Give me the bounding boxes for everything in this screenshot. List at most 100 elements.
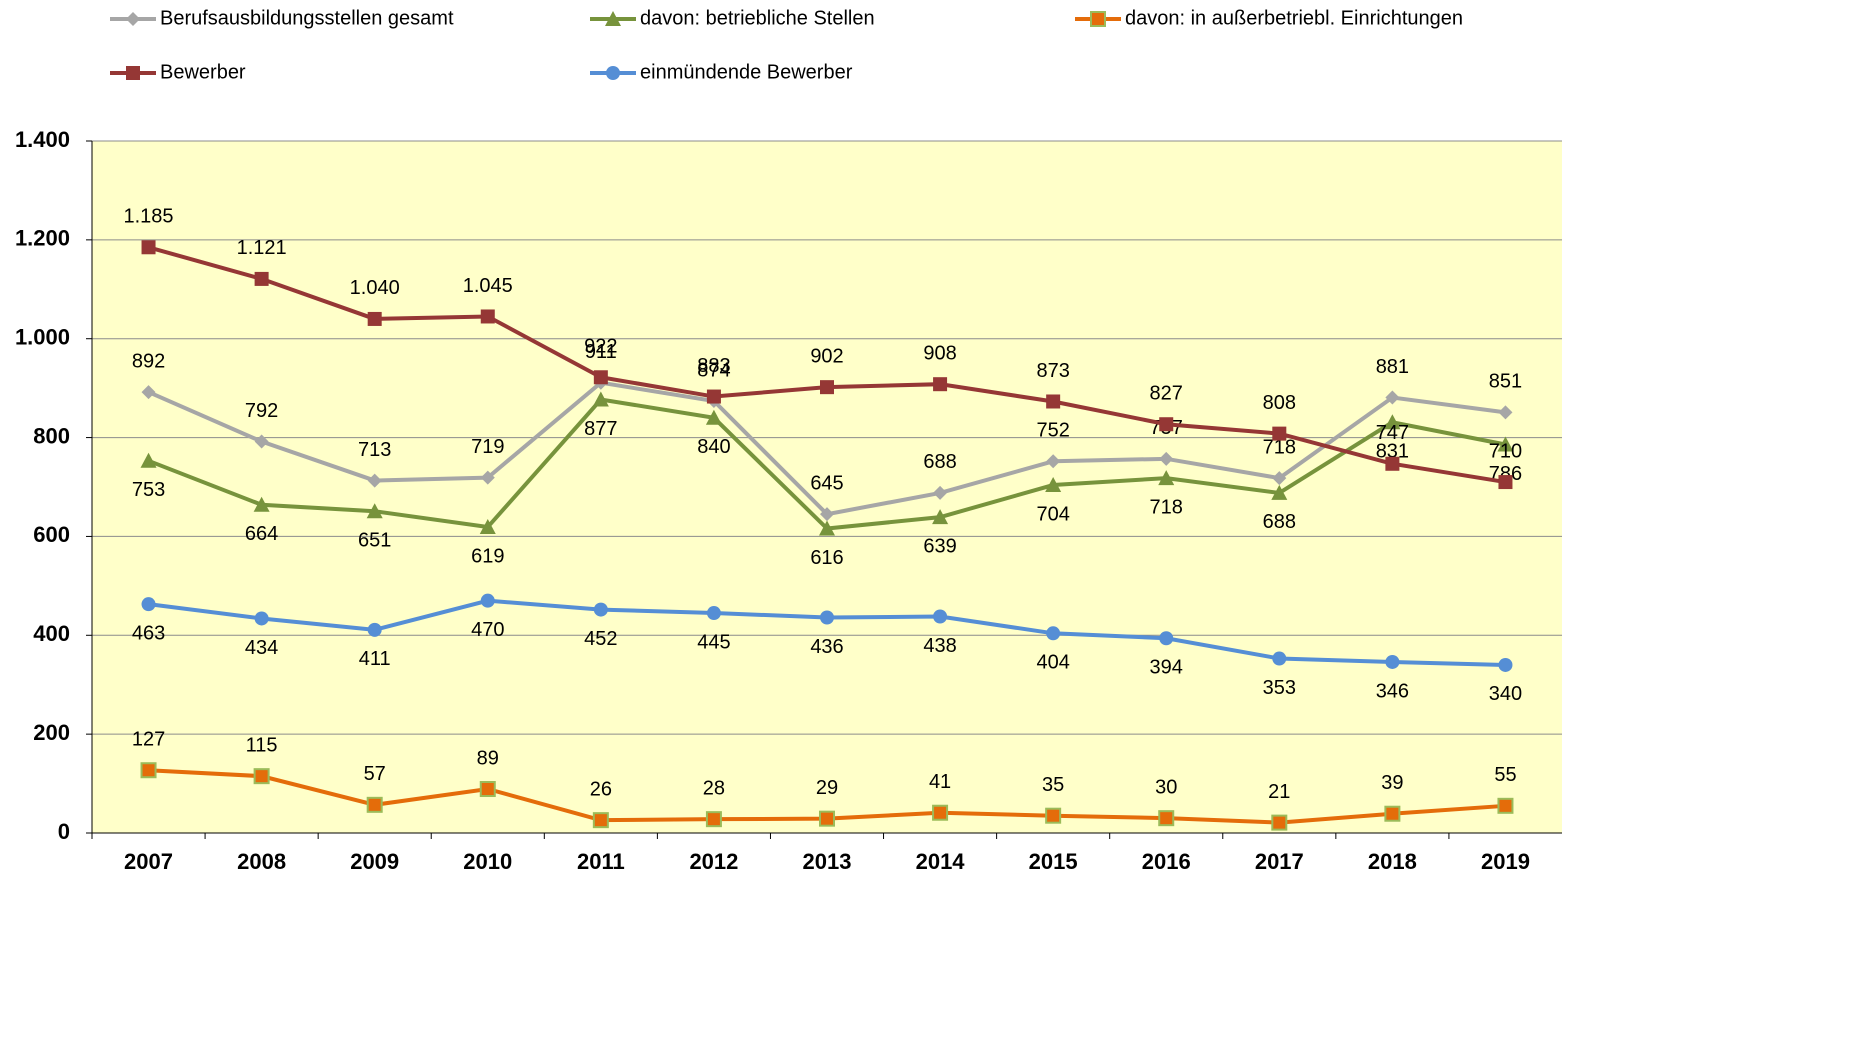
data-point [1158,810,1175,827]
data-point [366,796,383,813]
y-tick-label: 400 [33,621,70,646]
data-label: 639 [923,535,956,557]
x-tick-label: 2011 [577,849,625,874]
plot-area [92,141,1562,833]
data-label: 57 [364,763,386,785]
data-label: 55 [1494,764,1516,786]
legend-marker [126,12,140,26]
data-point [1384,805,1401,822]
data-label: 718 [1263,436,1296,458]
data-point [933,377,948,392]
data-point [706,606,721,621]
data-point [140,762,157,779]
data-label: 1.040 [350,277,400,299]
data-label: 892 [132,350,165,372]
data-point [1385,390,1400,405]
data-point [933,609,948,624]
data-point [1046,394,1061,409]
x-tick-label: 2015 [1029,849,1078,874]
data-point [1272,471,1287,486]
data-label: 434 [245,637,278,659]
data-point [1159,451,1174,466]
data-label: 831 [1376,441,1409,463]
data-point [932,509,949,525]
data-point [1271,484,1288,500]
data-point [593,602,608,617]
data-label: 89 [477,747,499,769]
data-label: 688 [923,451,956,473]
data-point [706,389,721,404]
data-point [253,768,270,785]
data-point [141,385,156,400]
data-point [820,380,834,395]
data-label: 30 [1155,776,1177,798]
data-point [1158,470,1175,486]
data-label: 718 [1150,496,1183,518]
data-point [1385,456,1400,471]
data-label: 874 [697,359,730,381]
data-point [1498,475,1513,490]
data-label: 115 [246,734,278,756]
data-point [479,781,496,798]
data-label: 911 [585,341,617,363]
data-label: 463 [132,622,165,644]
legend-marker [606,66,620,80]
data-label: 438 [923,635,956,657]
legend-marker [1090,11,1106,27]
data-point [367,473,382,488]
data-point [1497,797,1514,814]
data-label: 881 [1376,356,1409,378]
data-point [1385,654,1400,669]
data-point [1046,454,1061,469]
data-point [1046,626,1061,641]
data-label: 29 [816,777,838,799]
data-point [1045,477,1062,493]
data-point [1384,414,1401,430]
data-point [141,597,156,612]
data-label: 28 [703,777,725,799]
legend-label: davon: in außerbetriebl. Einrichtungen [1125,7,1463,29]
data-point [1272,426,1287,441]
data-label: 792 [245,400,278,422]
data-point [141,240,156,255]
data-label: 883 [697,355,730,377]
data-label: 902 [810,345,843,367]
data-label: 877 [584,418,617,440]
data-label: 922 [584,336,617,358]
y-tick-label: 200 [33,720,70,745]
data-label: 445 [697,631,730,653]
y-tick-label: 600 [33,522,70,547]
data-point [820,507,834,522]
y-tick-label: 1.000 [15,325,70,350]
data-point [367,311,382,326]
data-point [1272,651,1287,666]
x-tick-label: 2007 [124,849,173,874]
data-label: 1.045 [463,275,513,297]
legend-label: einmündende Bewerber [640,61,853,83]
data-label: 645 [810,472,843,494]
data-point [592,812,609,829]
data-label: 21 [1268,781,1290,803]
data-label: 127 [132,729,165,751]
data-point [705,409,722,425]
data-point [820,610,834,625]
data-label: 353 [1263,677,1296,699]
data-label: 908 [923,342,956,364]
data-label: 411 [359,648,391,670]
legend-marker [605,11,621,26]
legend-marker [126,66,140,80]
data-point [819,810,835,827]
x-tick-label: 2012 [689,849,738,874]
data-label: 873 [1036,360,1069,382]
data-label: 840 [697,436,730,458]
data-point [254,434,269,449]
data-label: 851 [1489,371,1522,393]
data-label: 619 [471,545,504,567]
x-tick-label: 2010 [463,849,512,874]
data-label: 39 [1381,772,1403,794]
x-tick-label: 2017 [1255,849,1304,874]
x-tick-label: 2009 [350,849,399,874]
data-label: 1.185 [124,206,174,228]
data-point [1159,417,1174,432]
